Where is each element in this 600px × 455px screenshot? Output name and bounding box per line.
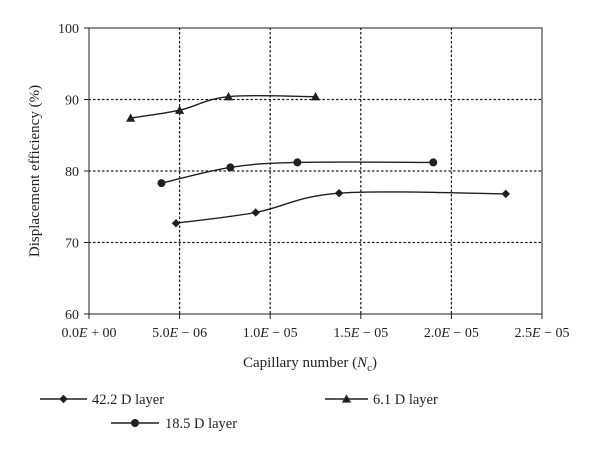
series-circle <box>157 158 438 188</box>
x-tick-label: 5.0E − 06 <box>152 326 207 341</box>
label-layer: Displacement efficiency (%) Capillary nu… <box>27 85 377 374</box>
data-point <box>310 92 321 101</box>
data-point <box>293 158 302 167</box>
y-tick-label: 90 <box>65 94 79 109</box>
legend-marker <box>59 394 68 404</box>
data-point <box>171 218 181 228</box>
data-point <box>126 113 136 122</box>
legend-marker <box>131 419 139 427</box>
y-tick-label: 80 <box>65 165 79 180</box>
x-tick-e: E <box>78 326 88 341</box>
series-layer <box>126 92 510 228</box>
data-point <box>223 92 234 101</box>
x-tick-exponent: − 05 <box>450 326 479 341</box>
x-tick-label: 1.0E − 05 <box>243 326 298 341</box>
legend-label: 18.5 D layer <box>165 416 237 432</box>
x-tick-e: E <box>350 326 360 341</box>
x-tick-label: 2.5E − 05 <box>515 326 570 341</box>
grid-layer <box>88 27 543 315</box>
data-point <box>175 105 185 114</box>
data-point <box>429 158 438 167</box>
legend-item: 18.5 D layer <box>111 416 237 432</box>
legend-label: 6.1 D layer <box>373 392 438 408</box>
x-axis-title-close: ) <box>372 355 377 371</box>
x-tick-e: E <box>169 326 179 341</box>
x-tick-label: 0.0E + 00 <box>62 326 117 341</box>
data-point <box>251 208 260 217</box>
x-tick-e: E <box>259 326 269 341</box>
legend-label: 42.2 D layer <box>92 392 164 408</box>
series-line <box>161 161 434 184</box>
x-tick-exponent: − 05 <box>541 326 570 341</box>
y-tick-label: 100 <box>58 22 79 37</box>
legend: 42.2 D layer 6.1 D layer 18.5 D layer <box>40 392 438 432</box>
x-axis-title-symbol: N <box>356 355 368 371</box>
x-axis-title-text: Capillary number ( <box>243 355 357 371</box>
legend-item: 42.2 D layer <box>40 392 164 408</box>
x-tick-mantissa: 1.5 <box>333 326 351 341</box>
x-tick-e: E <box>440 326 450 341</box>
x-tick-mantissa: 2.0 <box>424 326 442 341</box>
x-tick-exponent: + 00 <box>88 326 117 341</box>
x-tick-mantissa: 1.0 <box>243 326 261 341</box>
data-point <box>157 179 166 188</box>
series-diamond <box>171 188 510 228</box>
x-tick-mantissa: 0.0 <box>62 326 80 341</box>
x-tick-mantissa: 5.0 <box>152 326 170 341</box>
x-tick-exponent: − 05 <box>359 326 388 341</box>
y-tick-label: 60 <box>65 308 79 323</box>
x-tick-mantissa: 2.5 <box>515 326 533 341</box>
series-triangle <box>126 92 321 122</box>
x-axis-title: Capillary number (Nc) <box>243 355 377 374</box>
legend-item: 6.1 D layer <box>325 392 438 408</box>
legend-marker <box>341 394 352 403</box>
x-tick-label: 2.0E − 05 <box>424 326 479 341</box>
data-point <box>334 188 344 198</box>
y-axis-title: Displacement efficiency (%) <box>27 85 43 257</box>
series-line <box>175 191 506 224</box>
y-tick-label: 70 <box>65 237 79 252</box>
data-point <box>501 189 510 199</box>
series-line <box>130 94 316 119</box>
x-tick-exponent: − 05 <box>269 326 298 341</box>
data-point <box>226 163 235 172</box>
x-tick-label: 1.5E − 05 <box>333 326 388 341</box>
x-axis-title-subscript: c <box>367 362 372 374</box>
x-tick-e: E <box>531 326 541 341</box>
x-tick-exponent: − 06 <box>178 326 207 341</box>
